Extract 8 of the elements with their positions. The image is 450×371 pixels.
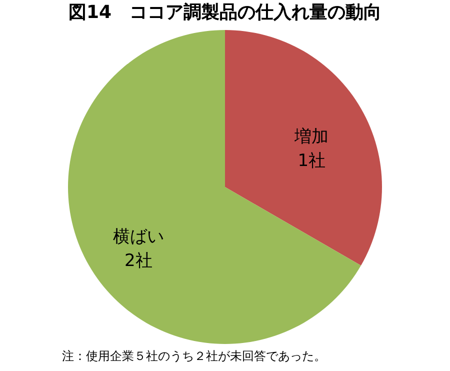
chart-title: 図14 ココア調製品の仕入れ量の動向: [68, 2, 382, 23]
data-label: 2社: [124, 251, 152, 271]
pie-slice: [225, 30, 382, 266]
data-label: 1社: [298, 151, 326, 171]
pie-slice: [68, 30, 361, 344]
text: 注：使用企業５社のうち２社が未回答であった。: [62, 349, 326, 363]
slice-label: 増加: [294, 127, 329, 147]
slice-label: 横ばい: [112, 227, 164, 247]
